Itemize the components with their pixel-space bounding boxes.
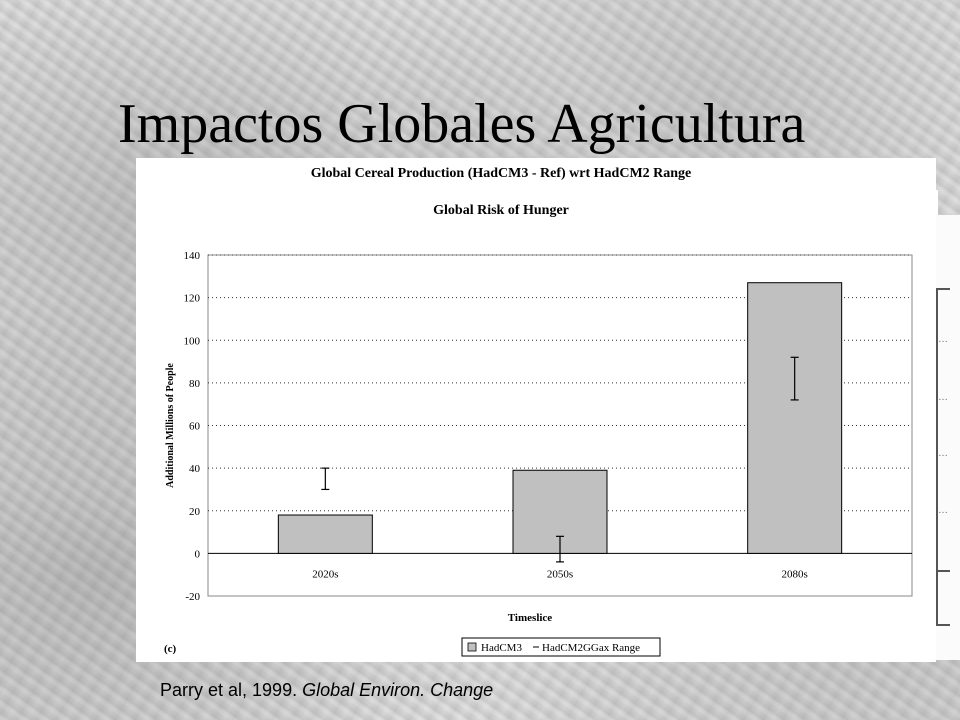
citation-authors: Parry et al, 1999. bbox=[160, 680, 303, 700]
x-tick-label: 2080s bbox=[782, 568, 808, 580]
chart-card: Global Cereal Production (HadCM3 - Ref) … bbox=[136, 158, 936, 662]
legend-label-range: HadCM2GGax Range bbox=[542, 642, 640, 654]
legend-swatch-bar bbox=[467, 642, 477, 652]
y-tick-label: 40 bbox=[189, 463, 201, 475]
dot-mark: … bbox=[938, 505, 948, 516]
y-tick-label: 0 bbox=[195, 548, 201, 560]
panel-label: (c) bbox=[164, 643, 177, 655]
citation-journal: Global Environ. Change bbox=[302, 680, 494, 700]
bar bbox=[747, 282, 843, 554]
dot-mark: … bbox=[938, 392, 948, 403]
x-axis-title: Timeslice bbox=[508, 612, 553, 624]
overlay-chart-title: Global Cereal Production (HadCM3 - Ref) … bbox=[310, 166, 692, 181]
legend-box bbox=[461, 637, 661, 657]
y-tick-label: 100 bbox=[184, 335, 201, 347]
bracket-vertical bbox=[936, 288, 938, 626]
x-tick-label: 2050s bbox=[547, 568, 573, 580]
y-tick-label: -20 bbox=[185, 591, 200, 603]
bar bbox=[277, 514, 373, 554]
x-tick-label: 2020s bbox=[312, 568, 338, 580]
y-tick-label: 20 bbox=[189, 506, 201, 518]
y-tick-label: 140 bbox=[184, 250, 201, 262]
y-tick-label: 120 bbox=[184, 293, 201, 305]
bracket-mid bbox=[936, 570, 950, 572]
y-axis-title: Additional Millions of People bbox=[165, 363, 176, 488]
y-tick-label: 60 bbox=[189, 421, 201, 433]
slide-title: Impactos Globales Agricultura bbox=[118, 93, 806, 155]
dot-mark: … bbox=[938, 334, 948, 345]
legend-label-series: HadCM3 bbox=[481, 642, 522, 654]
bracket-top bbox=[936, 288, 950, 290]
chart-plot: -20 0 20 40 60 80 100 120 140 2020s 2050s 2080s Time… bbox=[164, 250, 913, 657]
citation: Parry et al, 1999. Global Environ. Chang… bbox=[160, 680, 493, 701]
dot-mark: … bbox=[938, 448, 948, 459]
y-tick-label: 80 bbox=[189, 378, 201, 390]
chart-title: Global Risk of Hunger bbox=[433, 203, 569, 218]
bracket-bottom bbox=[936, 624, 950, 626]
